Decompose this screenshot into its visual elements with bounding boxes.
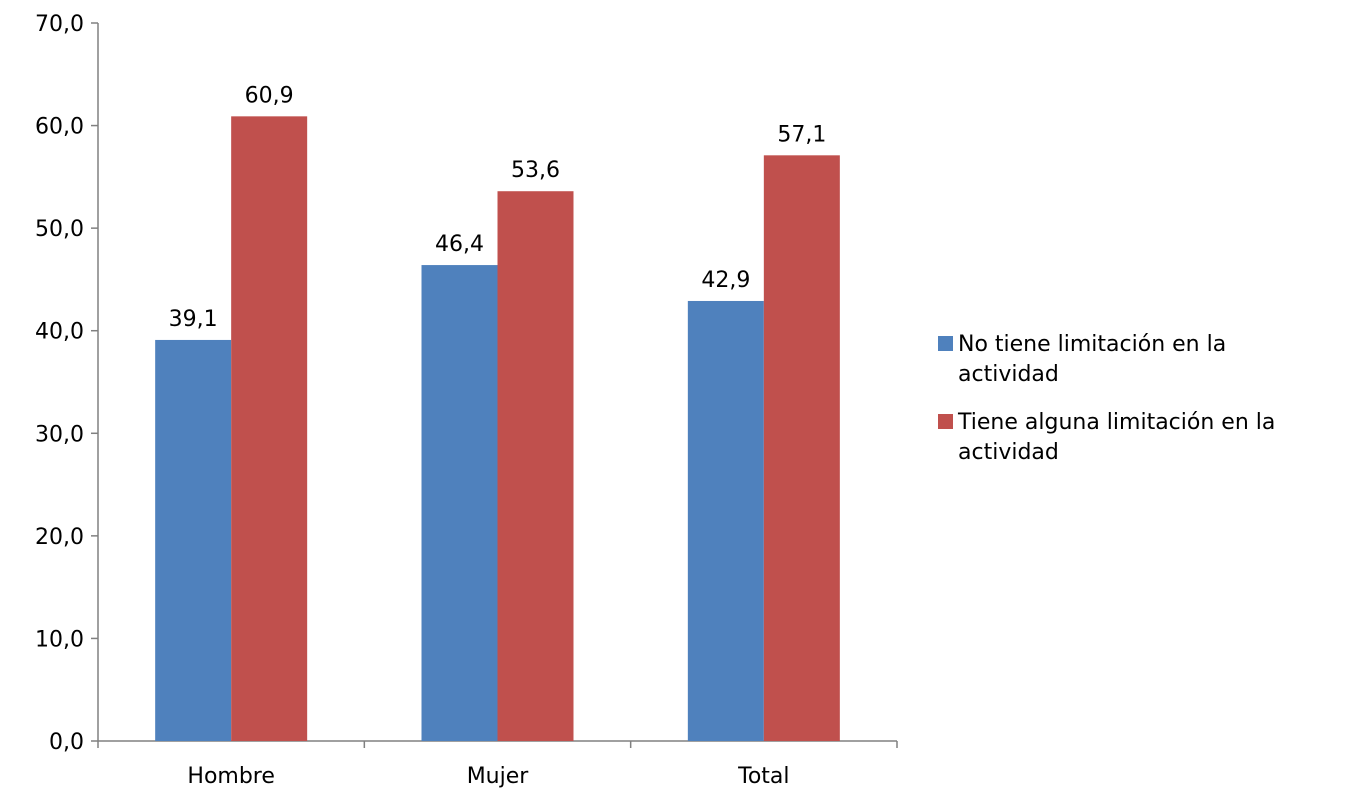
bars xyxy=(155,116,840,742)
bar-no-limitation-hombre xyxy=(155,339,232,741)
legend-label: actividad xyxy=(958,440,1059,465)
legend-swatch xyxy=(938,414,953,429)
y-tick-label: 70,0 xyxy=(35,12,84,37)
bar-some-limitation-total xyxy=(763,155,840,741)
y-tick-label: 30,0 xyxy=(35,422,84,447)
legend-label: No tiene limitación en la xyxy=(958,332,1226,357)
y-tick-label: 40,0 xyxy=(35,320,84,345)
axes: 0,0 10,0 20,0 30,0 40,0 50,0 60,0 70,0 Hombre Muj… xyxy=(35,12,898,789)
data-label: 60,9 xyxy=(245,83,294,108)
y-tick-label: 50,0 xyxy=(35,217,84,242)
legend-label: actividad xyxy=(958,362,1059,387)
data-label: 57,1 xyxy=(777,122,826,147)
y-tick-label: 20,0 xyxy=(35,525,84,550)
bar-no-limitation-mujer xyxy=(421,265,498,741)
y-tick-label: 0,0 xyxy=(49,730,84,755)
x-category-label: Hombre xyxy=(187,764,275,789)
legend-label: Tiene alguna limitación en la xyxy=(957,410,1275,435)
data-label: 42,9 xyxy=(701,268,750,293)
y-tick-label: 60,0 xyxy=(35,115,84,140)
data-label: 46,4 xyxy=(435,232,484,257)
x-category-label: Mujer xyxy=(467,764,530,789)
bar-some-limitation-hombre xyxy=(231,116,308,742)
bar-some-limitation-mujer xyxy=(497,191,574,741)
x-category-label: Total xyxy=(737,764,789,789)
y-tick-label: 10,0 xyxy=(35,627,84,652)
bar-no-limitation-total xyxy=(687,300,764,741)
legend-swatch xyxy=(938,336,953,351)
data-label: 39,1 xyxy=(169,307,218,332)
data-label: 53,6 xyxy=(511,158,560,183)
legend: No tiene limitación en la actividad Tiene … xyxy=(938,332,1275,465)
data-labels: 39,1 60,9 46,4 53,6 42,9 57,1 xyxy=(169,83,827,332)
